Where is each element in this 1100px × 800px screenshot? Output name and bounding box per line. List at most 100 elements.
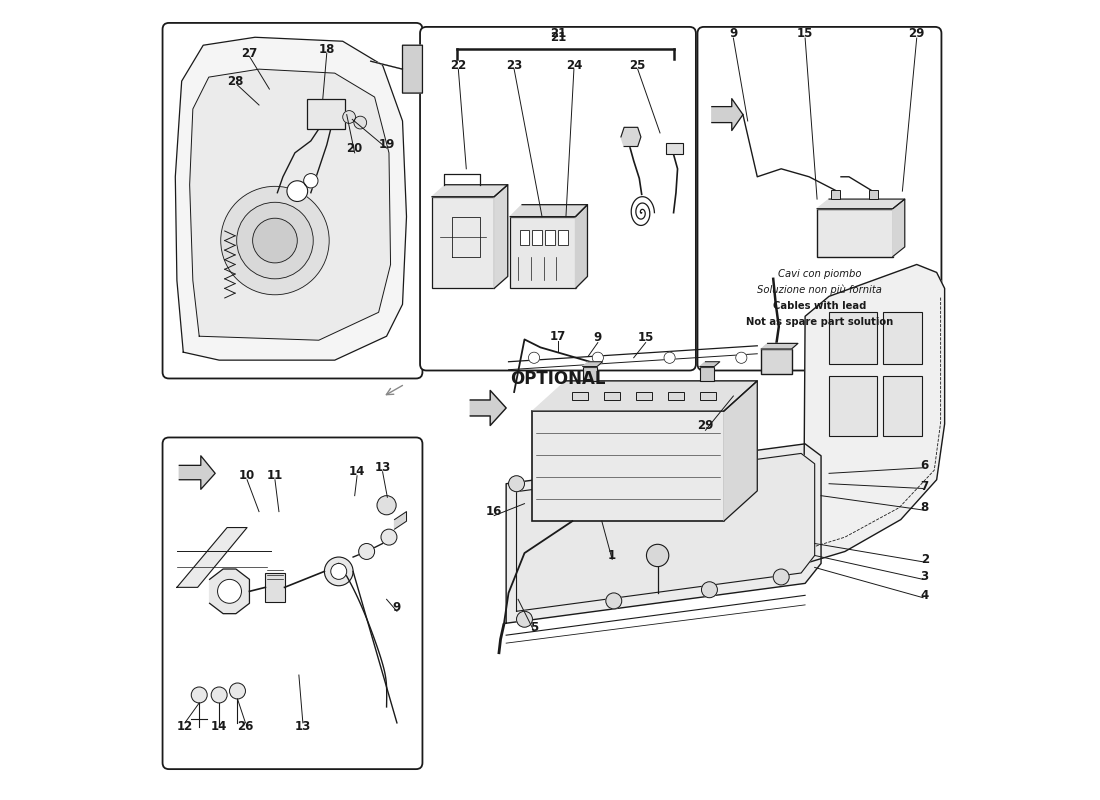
Circle shape bbox=[702, 582, 717, 598]
Circle shape bbox=[606, 593, 621, 609]
FancyBboxPatch shape bbox=[420, 27, 696, 370]
Bar bbox=[583, 366, 597, 381]
Circle shape bbox=[664, 352, 675, 363]
Circle shape bbox=[528, 352, 540, 363]
Circle shape bbox=[354, 116, 366, 129]
Circle shape bbox=[508, 476, 525, 492]
Text: 12: 12 bbox=[177, 720, 192, 734]
Polygon shape bbox=[210, 569, 250, 614]
Bar bbox=[532, 230, 542, 245]
Circle shape bbox=[331, 563, 346, 579]
Bar bbox=[519, 230, 529, 245]
Bar bbox=[265, 573, 285, 602]
Text: 27: 27 bbox=[241, 46, 257, 60]
Circle shape bbox=[287, 181, 308, 202]
Polygon shape bbox=[700, 362, 719, 366]
Text: 9: 9 bbox=[594, 331, 602, 344]
Text: 29: 29 bbox=[909, 26, 925, 40]
Text: 15: 15 bbox=[638, 331, 653, 344]
FancyBboxPatch shape bbox=[163, 23, 422, 378]
Polygon shape bbox=[532, 381, 757, 411]
Bar bbox=[832, 190, 840, 199]
Bar bbox=[869, 190, 878, 199]
Bar bbox=[700, 392, 716, 400]
Text: 8: 8 bbox=[921, 501, 928, 514]
Circle shape bbox=[647, 544, 669, 566]
Polygon shape bbox=[506, 444, 821, 623]
Circle shape bbox=[230, 683, 245, 699]
Polygon shape bbox=[471, 390, 506, 426]
Text: 6: 6 bbox=[921, 459, 928, 472]
Circle shape bbox=[343, 110, 355, 123]
Bar bbox=[829, 312, 877, 364]
Polygon shape bbox=[371, 46, 422, 93]
Polygon shape bbox=[712, 98, 743, 130]
Text: 11: 11 bbox=[267, 470, 283, 482]
Polygon shape bbox=[893, 199, 905, 257]
Bar bbox=[432, 197, 494, 288]
Circle shape bbox=[221, 186, 329, 294]
Text: Cavi con piombo: Cavi con piombo bbox=[778, 269, 861, 279]
Text: eurospares: eurospares bbox=[549, 497, 742, 526]
Text: eurospares: eurospares bbox=[195, 226, 387, 255]
Text: 10: 10 bbox=[239, 470, 255, 482]
Circle shape bbox=[621, 458, 638, 474]
Bar bbox=[829, 376, 877, 436]
Text: 4: 4 bbox=[921, 589, 928, 602]
Text: 15: 15 bbox=[796, 26, 813, 40]
Polygon shape bbox=[803, 265, 945, 563]
Text: 9: 9 bbox=[729, 26, 737, 40]
Polygon shape bbox=[583, 362, 603, 366]
Text: 14: 14 bbox=[349, 466, 365, 478]
FancyBboxPatch shape bbox=[697, 27, 942, 370]
Circle shape bbox=[218, 579, 242, 603]
Text: 5: 5 bbox=[530, 621, 538, 634]
Text: 1: 1 bbox=[608, 549, 616, 562]
Polygon shape bbox=[395, 512, 407, 529]
Polygon shape bbox=[517, 454, 815, 611]
Polygon shape bbox=[494, 185, 508, 288]
Circle shape bbox=[773, 569, 789, 585]
Bar bbox=[510, 217, 575, 288]
Circle shape bbox=[381, 529, 397, 545]
Text: 23: 23 bbox=[506, 58, 522, 72]
Bar bbox=[700, 366, 714, 381]
Circle shape bbox=[377, 496, 396, 515]
Text: Not as spare part solution: Not as spare part solution bbox=[746, 317, 893, 327]
Text: 7: 7 bbox=[921, 479, 928, 493]
Polygon shape bbox=[510, 205, 587, 217]
Circle shape bbox=[253, 218, 297, 263]
Circle shape bbox=[211, 687, 227, 703]
Polygon shape bbox=[189, 69, 390, 340]
Text: Soluzione non più fornita: Soluzione non più fornita bbox=[757, 285, 882, 295]
Circle shape bbox=[517, 611, 532, 627]
Bar bbox=[666, 143, 683, 154]
Bar bbox=[558, 230, 568, 245]
Text: OPTIONAL: OPTIONAL bbox=[510, 370, 606, 388]
Bar bbox=[668, 392, 684, 400]
Text: 13: 13 bbox=[374, 462, 390, 474]
Circle shape bbox=[191, 687, 207, 703]
Text: 29: 29 bbox=[697, 419, 714, 432]
Circle shape bbox=[304, 174, 318, 188]
Polygon shape bbox=[724, 381, 757, 521]
Bar bbox=[817, 209, 893, 257]
Text: 17: 17 bbox=[550, 330, 566, 342]
Text: 3: 3 bbox=[921, 570, 928, 583]
Polygon shape bbox=[177, 527, 248, 587]
Text: 16: 16 bbox=[486, 505, 503, 518]
Text: 19: 19 bbox=[378, 138, 395, 151]
Polygon shape bbox=[179, 456, 216, 490]
Bar bbox=[636, 392, 652, 400]
Polygon shape bbox=[621, 127, 641, 146]
Polygon shape bbox=[432, 185, 508, 197]
Text: 22: 22 bbox=[450, 58, 466, 72]
Text: 21: 21 bbox=[550, 30, 566, 44]
Circle shape bbox=[236, 202, 314, 279]
Bar bbox=[532, 411, 724, 521]
Bar bbox=[604, 392, 620, 400]
Bar bbox=[546, 230, 554, 245]
Circle shape bbox=[736, 352, 747, 363]
Circle shape bbox=[324, 557, 353, 586]
Bar bbox=[883, 376, 922, 436]
